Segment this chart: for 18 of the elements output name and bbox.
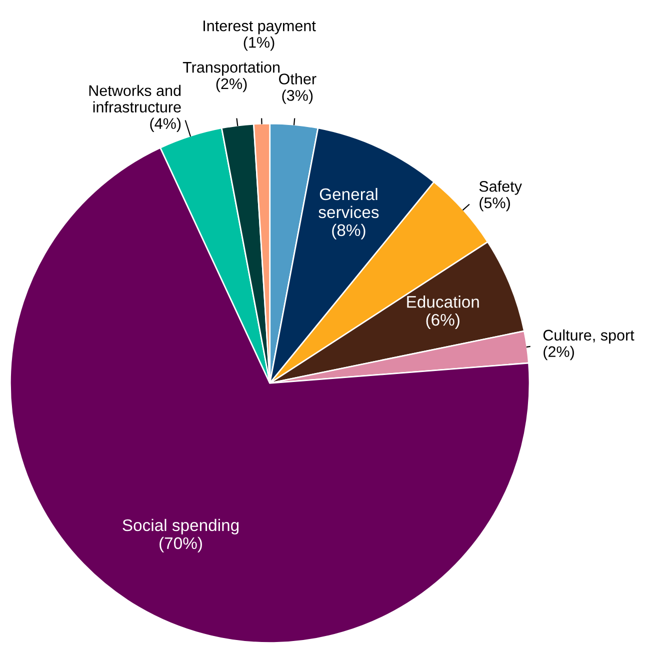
slice-label: Transportation: [182, 61, 280, 76]
slice-label: Networks and infrastructure: [89, 84, 181, 113]
data-label: (1%): [244, 36, 274, 51]
data-label: (8%): [332, 224, 366, 240]
data-label: (5%): [480, 197, 510, 212]
data-label: (3%): [282, 90, 313, 104]
slice-label: Education: [407, 296, 479, 308]
data-label: (6%): [426, 314, 460, 330]
data-label: (70%): [160, 536, 202, 552]
slice-label: Interest payment: [204, 20, 316, 34]
data-label: (2%): [544, 346, 574, 360]
slice-label: General services: [318, 188, 379, 218]
slice-label: Social spending: [122, 518, 239, 534]
slice-label: Other: [279, 73, 316, 84]
data-label: (4%): [150, 118, 181, 132]
slice-label: Culture, sport: [543, 329, 634, 344]
data-label: (2%): [216, 78, 247, 92]
slice-label: Safety: [479, 180, 522, 195]
